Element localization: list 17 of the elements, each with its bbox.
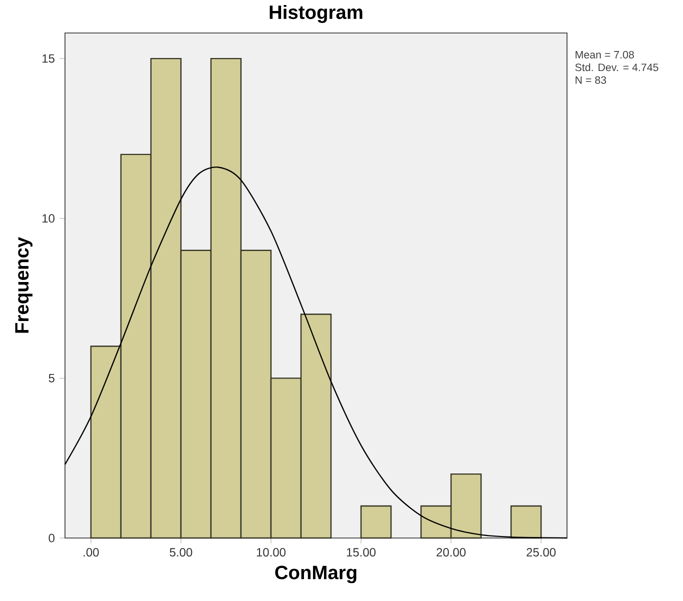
text: N = 83: [576, 76, 606, 84]
y-tick-label: 10: [42, 214, 54, 223]
x-tick-label: 15.00: [346, 548, 376, 557]
x-tick-label: 10.00: [256, 548, 286, 557]
chart-title: Histogram: [270, 4, 362, 23]
x-axis-title: ConMarg: [275, 566, 356, 584]
x-tick-label: 20.00: [436, 548, 466, 557]
y-tick-label: 15: [42, 54, 54, 63]
y-axis-title: Frequency: [15, 237, 32, 333]
y-tick-label: 5: [48, 374, 54, 382]
x-tick-label: 5.00: [170, 548, 192, 557]
line-series: [64, 166, 568, 539]
text: Mean = 7.08: [576, 50, 634, 58]
y-tick-label: 0: [48, 534, 54, 542]
x-tick-label: .00: [84, 548, 99, 557]
x-tick-label: 25.00: [526, 548, 556, 557]
text: Std. Dev. = 4.745: [575, 63, 658, 72]
